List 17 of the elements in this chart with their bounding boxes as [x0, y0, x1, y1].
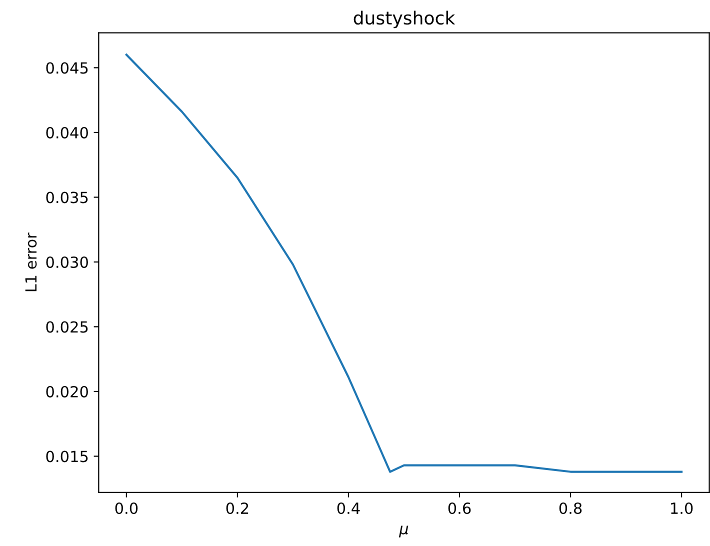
y-tick-label: 0.025: [46, 321, 88, 333]
y-tick-label: 0.020: [46, 386, 88, 398]
x-tick-label: 0.0: [115, 502, 138, 514]
y-tick-label: 0.045: [46, 62, 88, 74]
y-tick-label: 0.035: [46, 192, 88, 204]
line-series: [125, 54, 683, 473]
x-tick-label: 0.8: [559, 502, 582, 514]
x-tick-label: 0.4: [337, 502, 360, 514]
y-tick-label: 0.030: [46, 256, 88, 268]
x-tick-label: 0.2: [226, 502, 248, 514]
x-tick-label: 0.6: [448, 502, 471, 514]
y-tick-label: 0.040: [46, 126, 88, 138]
y-axis-title: L1 error: [25, 232, 37, 292]
chart-title: dustyshock: [354, 10, 456, 28]
y-tick-label: 0.015: [46, 450, 88, 462]
x-tick-label: 1.0: [671, 502, 693, 514]
x-axis-title: μ: [398, 526, 408, 538]
